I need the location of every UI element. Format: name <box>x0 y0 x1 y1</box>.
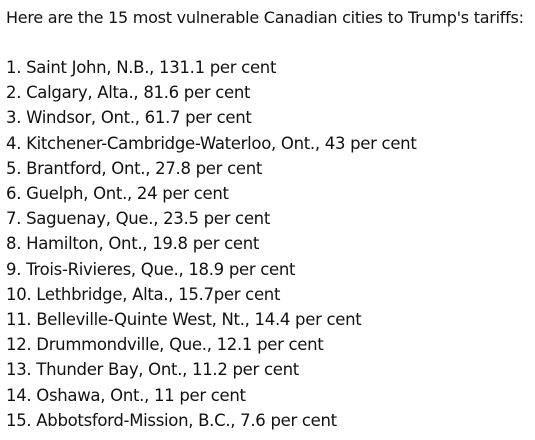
intro-text: Here are the 15 most vulnerable Canadian… <box>6 8 524 27</box>
list-item-14: 14. Oshawa, Ont., 11 per cent <box>6 385 246 405</box>
list-item-9: 9. Trois-Rivieres, Que., 18.9 per cent <box>6 259 296 279</box>
list-item-6: 6. Guelph, Ont., 24 per cent <box>6 184 229 204</box>
list-item-4: 4. Kitchener-Cambridge-Waterloo, Ont., 4… <box>6 133 417 153</box>
list-item-5: 5. Brantford, Ont., 27.8 per cent <box>6 158 263 178</box>
list-item-2: 2. Calgary, Alta., 81.6 per cent <box>6 83 251 103</box>
list-item-8: 8. Hamilton, Ont., 19.8 per cent <box>6 234 260 254</box>
list-item-7: 7. Saguenay, Que., 23.5 per cent <box>6 209 270 229</box>
list-item-15: 15. Abbotsford-Mission, B.C., 7.6 per ce… <box>6 410 337 430</box>
list-item-11: 11. Belleville-Quinte West, Nt., 14.4 pe… <box>6 310 362 330</box>
city-list: 1. Saint John, N.B., 131.1 per cent 2. C… <box>6 55 535 433</box>
list-item-3: 3. Windsor, Ont., 61.7 per cent <box>6 108 252 128</box>
list-item-1: 1. Saint John, N.B., 131.1 per cent <box>6 58 277 77</box>
list-item-10: 10. Lethbridge, Alta., 15.7per cent <box>6 284 281 304</box>
list-item-13: 13. Thunder Bay, Ont., 11.2 per cent <box>6 360 299 380</box>
list-item-12: 12. Drummondville, Que., 12.1 per cent <box>6 335 324 355</box>
